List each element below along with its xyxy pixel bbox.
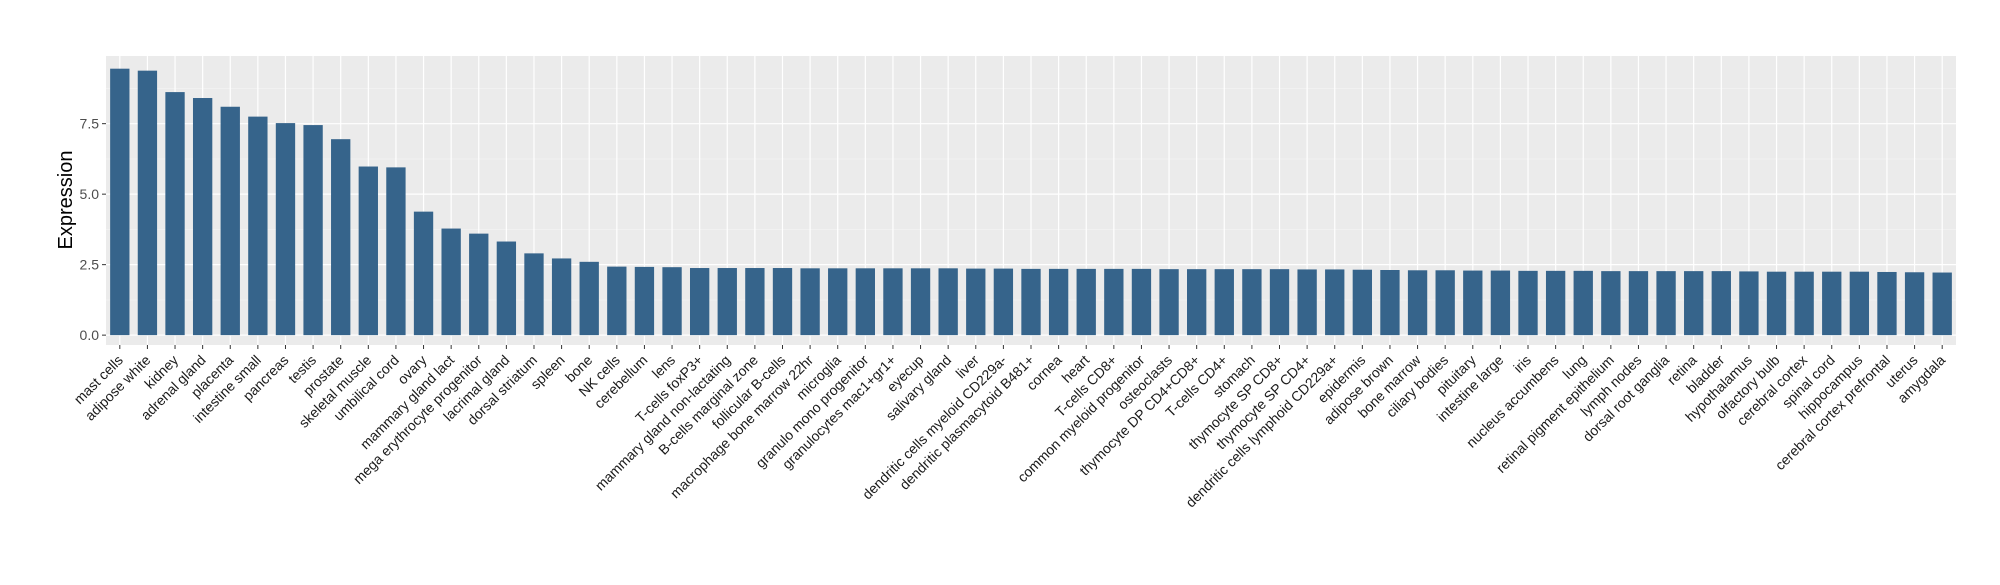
bar xyxy=(1187,269,1207,336)
bar xyxy=(855,268,875,336)
bar xyxy=(1463,270,1483,336)
bar xyxy=(1352,269,1373,336)
bar xyxy=(938,268,958,336)
bar xyxy=(1214,269,1234,336)
bar xyxy=(1518,270,1538,336)
bar xyxy=(772,268,793,336)
y-tick-label: 7.5 xyxy=(80,116,100,132)
bar xyxy=(220,106,240,336)
bar xyxy=(275,123,296,336)
bar xyxy=(165,92,185,336)
bar xyxy=(1076,268,1096,336)
bar xyxy=(1021,268,1041,336)
bar xyxy=(358,166,378,336)
bar xyxy=(469,233,489,336)
bar xyxy=(1932,272,1952,336)
bar xyxy=(1242,269,1262,336)
bar xyxy=(248,116,268,336)
bar xyxy=(1131,268,1152,336)
bar xyxy=(137,70,158,336)
bar xyxy=(192,98,213,336)
bar xyxy=(1656,271,1676,336)
bar xyxy=(331,139,351,336)
y-axis: 0.0 2.5 5.0 7.5 xyxy=(80,116,106,343)
bar xyxy=(910,268,931,336)
bar xyxy=(1684,271,1704,336)
bar xyxy=(1435,270,1455,336)
bar xyxy=(1766,271,1787,336)
bar xyxy=(1711,271,1731,336)
bar xyxy=(1904,272,1925,336)
bar xyxy=(1794,271,1814,336)
bars xyxy=(110,68,1952,336)
bar xyxy=(496,241,517,336)
y-axis-title: Expression xyxy=(55,151,77,250)
bar xyxy=(1545,270,1566,336)
bar xyxy=(607,266,627,336)
bar xyxy=(966,268,986,336)
bar xyxy=(717,268,737,336)
bar xyxy=(689,268,710,336)
bar xyxy=(993,268,1014,336)
bar xyxy=(1269,269,1290,336)
bar xyxy=(1822,271,1842,336)
bar xyxy=(1380,270,1400,336)
bar xyxy=(1407,270,1428,336)
bar xyxy=(1104,268,1124,336)
bar xyxy=(1849,271,1870,336)
bar xyxy=(745,268,765,336)
bar xyxy=(524,253,544,336)
bar xyxy=(662,267,682,336)
bar xyxy=(828,268,848,336)
bar xyxy=(883,268,903,336)
bar xyxy=(386,167,406,336)
y-tick-label: 2.5 xyxy=(80,257,100,273)
bar xyxy=(441,228,461,336)
bar xyxy=(1628,271,1649,336)
bar xyxy=(634,266,655,336)
bar xyxy=(1490,270,1511,336)
bar xyxy=(1159,269,1179,336)
bar xyxy=(1739,271,1759,336)
bar xyxy=(579,261,599,336)
bar xyxy=(551,258,572,336)
bar xyxy=(303,125,323,336)
y-tick-label: 5.0 xyxy=(80,186,100,202)
bar xyxy=(1325,269,1345,336)
y-tick-label: 0.0 xyxy=(80,327,100,343)
bar xyxy=(1601,271,1621,336)
bar xyxy=(413,211,434,336)
bar xyxy=(1877,271,1897,336)
bar xyxy=(1048,268,1069,336)
bar xyxy=(1573,270,1593,336)
bar xyxy=(110,68,130,336)
bar xyxy=(1297,269,1317,336)
bar xyxy=(800,268,820,336)
